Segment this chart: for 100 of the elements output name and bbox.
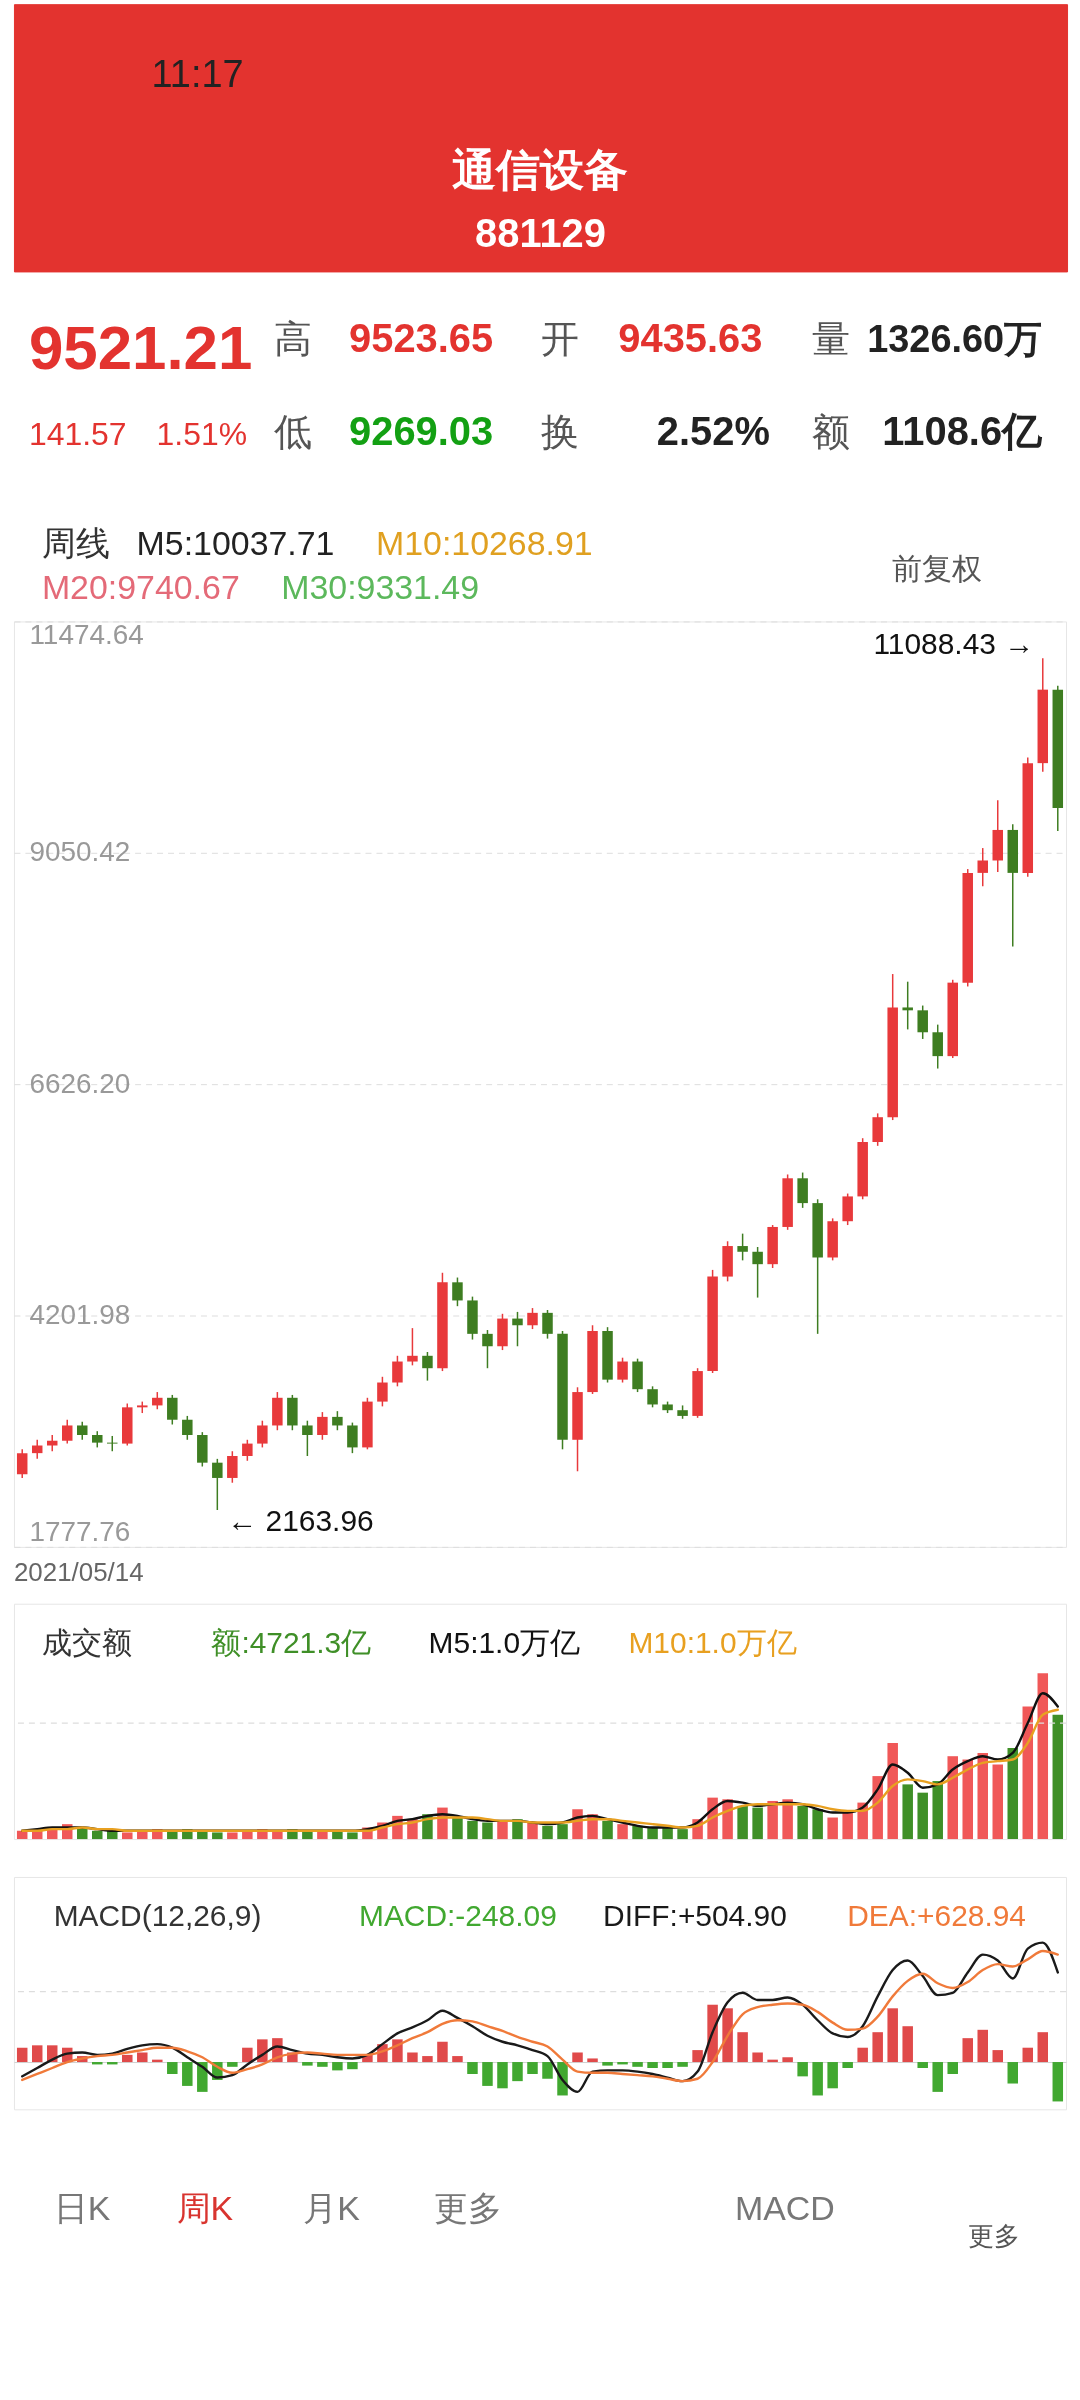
bar <box>677 1829 688 1840</box>
bar <box>662 2062 673 2069</box>
bar <box>632 2062 643 2067</box>
bar <box>782 2057 793 2063</box>
bar <box>242 2047 253 2063</box>
bar <box>227 2062 238 2067</box>
bar <box>797 1805 808 1840</box>
bar <box>497 1820 508 1840</box>
text: 低 <box>274 410 313 453</box>
bar <box>16 2047 28 2063</box>
bar <box>962 1759 973 1840</box>
bar <box>347 2062 358 2070</box>
text: M30:9331.49 <box>281 567 480 606</box>
text: M5:10037.71 <box>136 523 335 562</box>
y-tick-label: 9050.42 <box>29 836 131 868</box>
bar <box>1052 1714 1064 1840</box>
bar <box>122 1832 133 1840</box>
bar <box>572 2052 583 2063</box>
text: 9521.21 <box>28 313 253 383</box>
bar <box>557 1824 568 1840</box>
bar <box>227 1832 238 1840</box>
bar <box>1037 2032 1049 2063</box>
bar <box>1052 2062 1064 2102</box>
bar <box>692 2050 703 2063</box>
bar <box>182 2062 193 2086</box>
bar <box>1007 2062 1019 2084</box>
text: M10:1.0万亿 <box>628 1625 797 1659</box>
text: 日K <box>53 2189 111 2228</box>
bar <box>467 2062 478 2074</box>
text: MACD <box>734 2189 835 2228</box>
bar <box>977 2029 988 2063</box>
text: 额:4721.3亿 <box>211 1625 372 1659</box>
bar <box>782 1799 793 1840</box>
text: 额 <box>811 410 850 453</box>
bar <box>872 2032 883 2063</box>
bar <box>92 1830 103 1840</box>
bar <box>737 2032 748 2063</box>
bar <box>902 2026 913 2063</box>
bar <box>992 1764 1003 1840</box>
bar <box>197 2062 208 2092</box>
bar <box>617 1824 628 1840</box>
text: 前复权 <box>891 551 982 585</box>
bar <box>347 1832 358 1840</box>
bar <box>827 1817 838 1840</box>
annotation: 11088.43 → <box>873 627 1035 661</box>
bar <box>542 2062 553 2079</box>
bar <box>647 2062 658 2069</box>
y-tick-label: 1777.76 <box>29 1516 131 1548</box>
bar <box>31 2045 43 2063</box>
text: 9435.63 <box>618 316 763 361</box>
bar <box>737 1805 748 1840</box>
text: MACD:-248.09 <box>359 1898 557 1932</box>
bar <box>1022 2047 1034 2063</box>
series-label: DEA:+628.94 <box>847 1898 1026 1932</box>
text: 11:17 <box>151 52 244 95</box>
bar <box>407 2052 418 2063</box>
bar <box>677 2062 688 2067</box>
bar <box>512 2062 523 2082</box>
text: 1.51% <box>156 415 248 452</box>
text: 月K <box>303 2189 361 2228</box>
bar <box>842 2062 853 2069</box>
text: M20:9740.67 <box>41 567 240 606</box>
bar <box>977 1752 988 1840</box>
bar <box>602 1820 613 1840</box>
bar <box>452 1817 463 1840</box>
bar <box>887 2008 898 2063</box>
text: 高 <box>274 318 313 361</box>
bar <box>947 2062 958 2074</box>
bar <box>467 1820 478 1840</box>
bar <box>602 2062 613 2066</box>
text: 更多 <box>968 2221 1021 2250</box>
text: 通信设备 <box>452 144 629 194</box>
bar <box>992 2050 1003 2063</box>
bar <box>767 1800 778 1840</box>
bar <box>812 1809 823 1840</box>
text: M10:10268.91 <box>375 523 593 562</box>
bar <box>137 2052 148 2063</box>
bar <box>797 2062 808 2077</box>
legend-title: 成交额 <box>41 1625 132 1659</box>
text: 141.57 <box>28 415 127 452</box>
bar <box>167 2062 178 2074</box>
bar <box>752 1807 763 1840</box>
bar <box>527 2062 538 2074</box>
bar <box>542 1825 553 1840</box>
bar <box>812 2062 823 2096</box>
bar <box>932 1781 943 1840</box>
y-tick-label: 11474.64 <box>29 618 144 650</box>
bar <box>332 2062 343 2071</box>
text: 换 <box>541 410 580 453</box>
text: 9523.65 <box>349 316 494 361</box>
bar <box>962 2038 973 2063</box>
text: 周线 <box>41 523 110 562</box>
bar <box>887 1742 898 1840</box>
bar <box>827 2062 838 2089</box>
bar <box>917 2062 928 2069</box>
y-tick-label: 6626.20 <box>29 1067 131 1099</box>
bar <box>917 1792 928 1840</box>
bar <box>857 2047 868 2063</box>
bar <box>497 2062 508 2089</box>
bar <box>212 1832 223 1840</box>
